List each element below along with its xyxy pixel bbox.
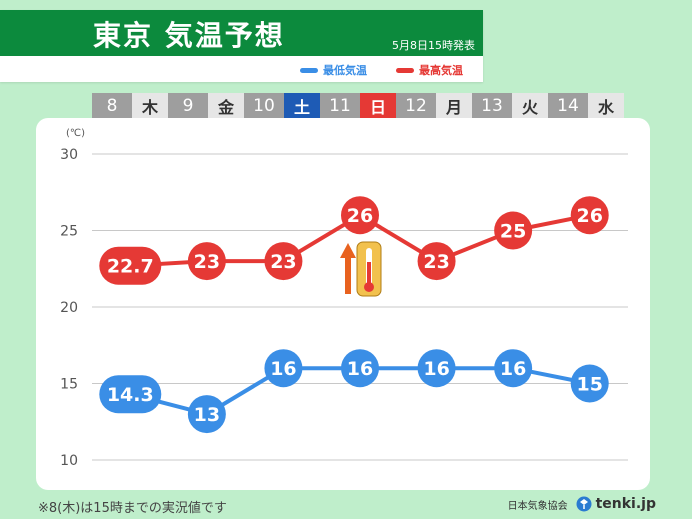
day-weekday: 火	[512, 93, 548, 118]
org-name: 日本気象協会	[507, 500, 568, 512]
tenki-logo-icon	[576, 496, 592, 512]
data-label-max-10: 23	[270, 251, 296, 273]
footer-credit: 日本気象協会 tenki.jp	[508, 496, 656, 512]
data-point-max-14	[570, 196, 609, 235]
data-point-max-12	[417, 242, 456, 281]
legend-min-swatch	[300, 67, 318, 73]
footnote: ※8(木)は15時までの実況値です	[38, 501, 227, 516]
data-point-min-11	[341, 349, 379, 388]
day-number: 9	[168, 93, 208, 118]
data-label-min-9: 13	[194, 404, 220, 426]
day-weekday: 月	[436, 93, 472, 118]
data-label-min-14: 15	[576, 374, 602, 396]
data-label-max-9: 23	[194, 251, 220, 273]
y-tick-label-25: 25	[60, 224, 78, 240]
data-label-max-14: 26	[576, 205, 602, 227]
data-point-max-11	[341, 196, 379, 235]
legend-max-swatch	[396, 67, 414, 73]
data-point-min-13	[494, 349, 533, 388]
data-point-min-14	[570, 364, 609, 403]
day-weekday: 金	[208, 93, 244, 118]
day-cell-13: 13 火	[472, 93, 548, 118]
legend-max-label: 最高気温	[419, 64, 463, 77]
title-bar: 東京 気温予想 5月8日15時発表	[0, 10, 483, 56]
day-header-row: 8 木 9 金 10 土 11 日 12 月 13 火 14 水	[92, 93, 628, 118]
legend-max-temp: 最高気温	[396, 62, 463, 78]
page-title: 東京 気温予想	[93, 19, 285, 52]
data-point-min-8	[99, 375, 162, 414]
data-point-max-13	[494, 211, 533, 250]
data-point-min-12	[417, 349, 456, 388]
day-number: 13	[472, 93, 512, 118]
day-number: 10	[244, 93, 284, 118]
day-number: 8	[92, 93, 132, 118]
day-weekday: 水	[588, 93, 624, 118]
data-label-min-11: 16	[347, 358, 373, 380]
y-tick-label-20: 20	[60, 300, 78, 316]
day-cell-12: 12 月	[396, 93, 472, 118]
data-label-max-11: 26	[347, 205, 373, 227]
issued-time: 5月8日15時発表	[392, 39, 475, 52]
y-tick-label-15: 15	[60, 377, 78, 393]
y-tick-label-30: 30	[60, 147, 78, 163]
data-label-max-13: 25	[500, 221, 526, 243]
data-point-max-8	[99, 246, 162, 285]
unit-label: (℃)	[66, 128, 85, 139]
day-weekday: 土	[284, 93, 320, 118]
day-cell-10: 10 土	[244, 93, 320, 118]
header: 東京 気温予想 5月8日15時発表 最低気温 最高気温	[0, 10, 483, 82]
data-label-min-8: 14.3	[107, 384, 154, 406]
day-cell-14: 14 水	[548, 93, 624, 118]
y-tick-label-10: 10	[60, 453, 78, 469]
data-label-min-12: 16	[423, 358, 449, 380]
thermometer-rising-icon	[340, 241, 382, 297]
data-point-min-9	[187, 395, 226, 434]
data-point-min-10	[264, 349, 303, 388]
data-label-max-12: 23	[423, 251, 449, 273]
chart-panel	[36, 118, 650, 490]
data-point-max-10	[264, 242, 303, 281]
day-weekday: 日	[360, 93, 396, 118]
day-weekday: 木	[132, 93, 168, 118]
data-label-min-10: 16	[270, 358, 296, 380]
legend-min-label: 最低気温	[323, 64, 367, 77]
data-label-min-13: 16	[500, 358, 526, 380]
brand-name: tenki.jp	[595, 496, 656, 512]
day-number: 12	[396, 93, 436, 118]
day-number: 11	[320, 93, 360, 118]
day-number: 14	[548, 93, 588, 118]
data-label-max-8: 22.7	[107, 256, 154, 278]
legend-min-temp: 最低気温	[300, 62, 367, 78]
data-point-max-9	[187, 242, 226, 281]
day-cell-11: 11 日	[320, 93, 396, 118]
